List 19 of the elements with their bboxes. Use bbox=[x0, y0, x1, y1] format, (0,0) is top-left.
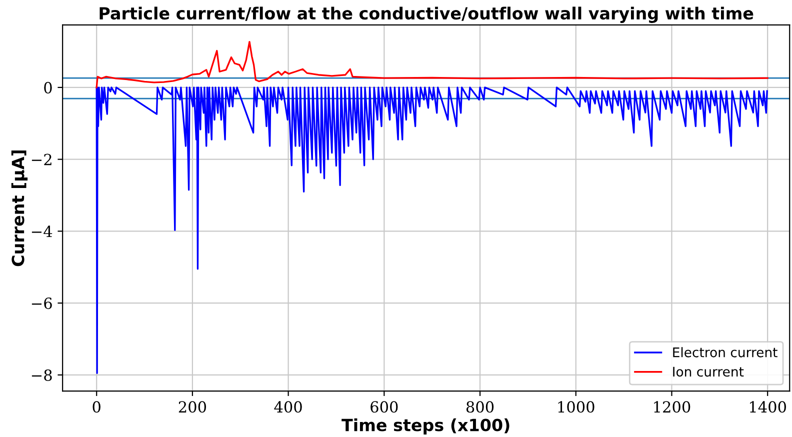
y-tick-label: −4 bbox=[32, 226, 52, 237]
y-tick-label: −2 bbox=[32, 154, 52, 166]
x-tick-label: 1000 bbox=[558, 401, 594, 413]
legend-label: Electron current bbox=[673, 347, 778, 358]
x-tick-label: 800 bbox=[466, 401, 494, 413]
x-axis-title: Time steps (x100) bbox=[342, 418, 510, 435]
x-tick-label: 200 bbox=[178, 401, 206, 413]
y-axis-title: Current [μA] bbox=[11, 150, 28, 266]
x-tick-label: 1400 bbox=[750, 401, 786, 413]
x-tick-label: 400 bbox=[274, 401, 302, 413]
x-tick-label: 600 bbox=[370, 401, 398, 413]
y-tick-label: −8 bbox=[32, 369, 52, 381]
chart-title: Particle current/flow at the conductive/outflow wall varying with time bbox=[100, 6, 754, 23]
x-tick-label: 0 bbox=[92, 401, 100, 413]
x-tick-label: 1200 bbox=[654, 401, 690, 413]
y-tick-label: 0 bbox=[44, 82, 52, 94]
line-series bbox=[96, 40, 768, 88]
legend-label: Ion current bbox=[673, 366, 744, 377]
y-tick-label: −6 bbox=[32, 298, 52, 310]
